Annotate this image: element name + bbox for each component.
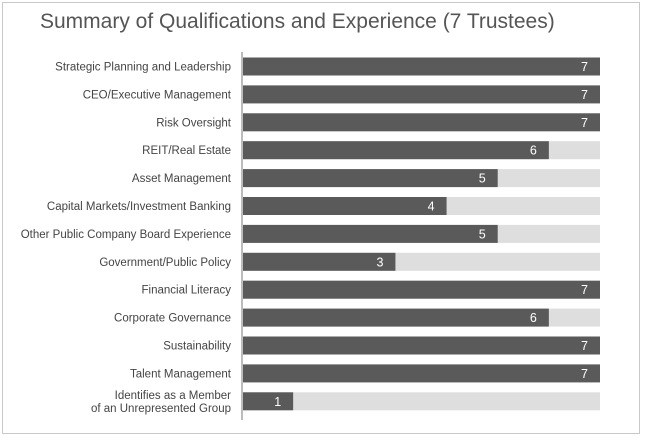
category-label: Identifies as a Member bbox=[115, 390, 232, 402]
bar-value-label: 7 bbox=[581, 339, 588, 353]
category-label: REIT/Real Estate bbox=[142, 145, 231, 157]
bar bbox=[243, 85, 600, 104]
bar-track bbox=[243, 392, 600, 411]
bar bbox=[243, 252, 396, 271]
bar bbox=[243, 57, 600, 76]
bar bbox=[243, 336, 600, 355]
category-label: Capital Markets/Investment Banking bbox=[47, 201, 231, 213]
bar bbox=[243, 364, 600, 383]
bar-value-label: 7 bbox=[581, 283, 588, 297]
category-label: Sustainability bbox=[163, 341, 231, 353]
category-label: of an Unrepresented Group bbox=[91, 403, 231, 415]
bar-value-label: 7 bbox=[581, 60, 588, 74]
category-label: Risk Oversight bbox=[156, 117, 232, 129]
bar-value-label: 6 bbox=[530, 311, 537, 325]
bar-value-label: 5 bbox=[479, 227, 486, 241]
bar-value-label: 5 bbox=[479, 172, 486, 186]
bar-value-label: 7 bbox=[581, 367, 588, 381]
bar bbox=[243, 308, 549, 327]
category-label: Financial Literacy bbox=[142, 285, 232, 297]
bar-value-label: 4 bbox=[428, 200, 435, 214]
bar-value-label: 3 bbox=[376, 255, 383, 269]
bar bbox=[243, 141, 549, 160]
category-label: CEO/Executive Management bbox=[83, 89, 232, 101]
category-label: Talent Management bbox=[130, 368, 232, 380]
bar-value-label: 1 bbox=[274, 395, 281, 409]
bar bbox=[243, 113, 600, 132]
bar-value-label: 6 bbox=[530, 144, 537, 158]
bar-value-label: 7 bbox=[581, 116, 588, 130]
bar-value-label: 7 bbox=[581, 88, 588, 102]
category-label: Other Public Company Board Experience bbox=[21, 229, 231, 241]
bar bbox=[243, 392, 294, 411]
bar bbox=[243, 197, 447, 215]
chart-title: Summary of Qualifications and Experience… bbox=[40, 10, 555, 33]
category-label: Strategic Planning and Leadership bbox=[55, 62, 231, 74]
category-label: Corporate Governance bbox=[114, 313, 231, 325]
category-label: Government/Public Policy bbox=[99, 257, 231, 269]
category-label: Asset Management bbox=[132, 173, 232, 185]
bar bbox=[243, 169, 498, 188]
bar bbox=[243, 280, 600, 299]
bar bbox=[243, 224, 498, 243]
